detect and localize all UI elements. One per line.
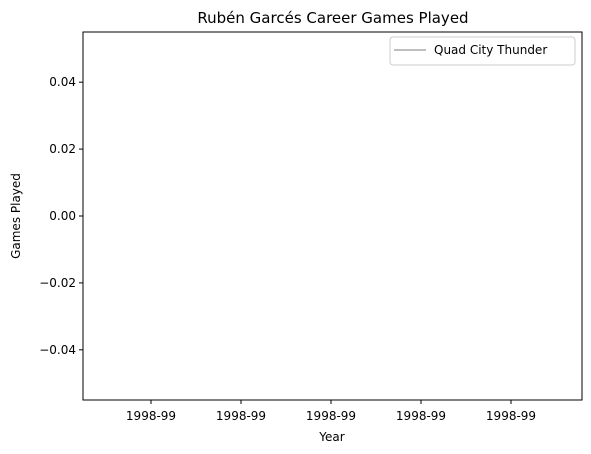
plot-area xyxy=(82,31,583,401)
x-tick-label: 1998-99 xyxy=(486,409,536,423)
x-axis-ticks: 1998-99 1998-99 1998-99 1998-99 1998-99 xyxy=(126,400,536,423)
y-axis-ticks: 0.04 0.02 0.00 −0.02 −0.04 xyxy=(39,75,83,357)
x-tick-label: 1998-99 xyxy=(216,409,266,423)
y-tick-label: 0.00 xyxy=(49,209,76,223)
chart-title: Rubén Garcés Career Games Played xyxy=(197,9,468,27)
x-tick-label: 1998-99 xyxy=(306,409,356,423)
x-axis-label: Year xyxy=(318,430,344,444)
x-tick-label: 1998-99 xyxy=(396,409,446,423)
legend-box xyxy=(389,36,576,66)
y-tick-label: 0.02 xyxy=(49,142,76,156)
legend-series-label: Quad City Thunder xyxy=(434,43,547,57)
x-tick-label: 1998-99 xyxy=(126,409,176,423)
y-axis-label: Games Played xyxy=(9,173,23,259)
y-tick-label: 0.04 xyxy=(49,75,76,89)
legend: Quad City Thunder xyxy=(389,36,576,66)
y-tick-label: −0.02 xyxy=(39,276,76,290)
y-tick-label: −0.04 xyxy=(39,343,76,357)
